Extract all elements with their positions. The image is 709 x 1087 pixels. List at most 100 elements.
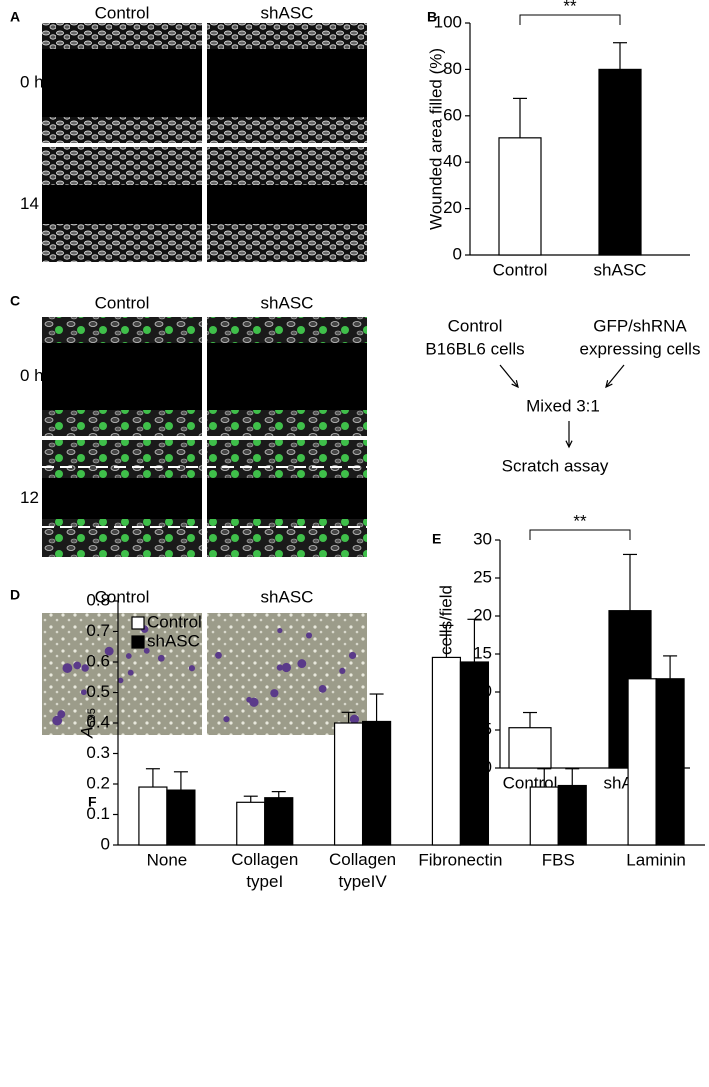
diagram-text: Control — [448, 316, 503, 335]
bar — [361, 720, 392, 846]
cell-layer — [42, 117, 202, 143]
stained-cell — [339, 667, 346, 674]
arrow-head — [605, 380, 613, 389]
stained-cell — [281, 662, 291, 673]
stained-cell — [52, 715, 63, 726]
arrow — [499, 364, 519, 388]
column-header: shASC — [261, 587, 314, 606]
panel-label: A — [10, 9, 20, 25]
column-header: Control — [95, 587, 150, 606]
cell-layer — [207, 440, 367, 478]
stained-cell — [62, 663, 73, 673]
bar — [498, 137, 542, 256]
bar — [264, 797, 294, 846]
x-tick-label-line: typeIV — [338, 872, 387, 891]
legend-label: Control — [147, 612, 202, 631]
cell-layer — [42, 410, 202, 436]
bar — [655, 678, 685, 846]
bar — [508, 727, 552, 769]
bar — [166, 789, 196, 846]
legend-swatch — [131, 635, 145, 649]
significance-label: ** — [573, 511, 587, 530]
stained-cell — [125, 653, 132, 659]
x-tick-label: Laminin — [626, 850, 686, 869]
diagram-text: Scratch assay — [502, 456, 609, 475]
column-header: shASC — [261, 3, 314, 22]
bar — [627, 678, 657, 846]
x-tick-label-line: typeI — [246, 872, 283, 891]
cell-layer — [207, 224, 367, 262]
row-label: 14 h — [20, 194, 53, 213]
stained-cell — [318, 684, 327, 693]
cell-layer — [207, 410, 367, 436]
panel-label: B — [427, 9, 437, 25]
y-tick-label: 15 — [473, 643, 492, 662]
column-header: shASC — [261, 293, 314, 312]
arrow-head — [511, 380, 519, 389]
x-tick-label: Fibronectin — [418, 850, 502, 869]
cell-layer — [207, 519, 367, 557]
cell-layer — [207, 317, 367, 343]
stained-cell — [81, 664, 89, 672]
stained-cell — [215, 651, 222, 659]
diagram-text: Mixed 3:1 — [526, 396, 600, 415]
y-tick-label: 100 — [434, 12, 462, 31]
y-tick-label: 60 — [443, 105, 462, 124]
bar — [598, 68, 642, 256]
y-tick-label: 0 — [453, 244, 462, 263]
bar — [529, 786, 559, 846]
cell-layer — [207, 147, 367, 185]
arrow-head — [565, 440, 573, 449]
panel-label: D — [10, 587, 20, 603]
bar — [138, 786, 168, 846]
stained-cell — [270, 689, 279, 698]
bar — [431, 656, 462, 846]
y-tick-label: 0 — [101, 834, 110, 853]
x-tick-label-line: Collagen — [329, 850, 396, 869]
stained-cell — [80, 689, 87, 696]
bar — [333, 722, 364, 846]
micrograph — [207, 613, 367, 735]
bar — [459, 661, 490, 846]
stained-cell — [127, 669, 134, 676]
significance-bracket — [519, 14, 621, 25]
stained-cell — [157, 654, 165, 662]
y-tick-label: 0.8 — [86, 590, 110, 609]
cell-layer — [207, 117, 367, 143]
x-tick-label: Control — [493, 260, 548, 279]
stained-cell — [223, 716, 230, 723]
column-header: Control — [95, 293, 150, 312]
stained-cell — [305, 632, 313, 639]
stained-cell — [249, 697, 259, 707]
cell-layer — [42, 224, 202, 262]
panel-label: C — [10, 293, 20, 309]
cell-layer — [207, 23, 367, 49]
cell-layer — [42, 440, 202, 478]
cell-layer — [42, 147, 202, 185]
x-tick-label: shASC — [594, 260, 647, 279]
stained-cell — [188, 665, 196, 672]
y-axis-label: Wounded area filled (%) — [426, 48, 445, 230]
stained-cell — [104, 646, 114, 656]
legend-swatch — [131, 616, 145, 630]
row-label: 0 h — [20, 366, 44, 385]
diagram-text: B16BL6 cells — [425, 339, 524, 358]
x-tick-label: FBS — [542, 850, 575, 869]
y-tick-label: 0.1 — [86, 804, 110, 823]
panel-label: E — [432, 531, 441, 547]
y-tick-label: 0.3 — [86, 743, 110, 762]
stained-cell — [349, 714, 360, 724]
cell-layer — [42, 519, 202, 557]
legend-label: shASC — [147, 631, 200, 650]
x-tick-label: Collagen typeIV — [329, 850, 396, 891]
y-tick-label: 0.7 — [86, 621, 110, 640]
y-tick-label: 0.2 — [86, 773, 110, 792]
bar — [236, 801, 266, 846]
arrow — [605, 364, 625, 388]
y-tick-label: 0.6 — [86, 651, 110, 670]
stained-cell — [277, 627, 283, 634]
stained-cell — [73, 661, 82, 670]
column-header: Control — [95, 3, 150, 22]
stained-cell — [276, 664, 284, 671]
y-tick-label: 0.5 — [86, 682, 110, 701]
